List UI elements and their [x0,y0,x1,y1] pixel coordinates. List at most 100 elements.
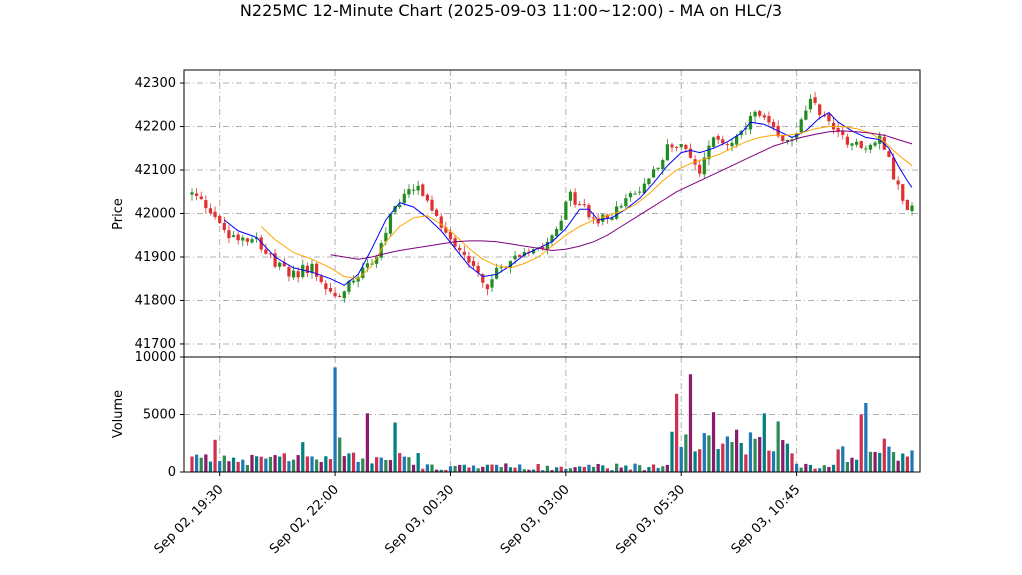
volume-bar [291,459,296,472]
volume-bar [421,468,425,472]
volume-bar [628,469,633,472]
volume-bar [278,456,282,472]
candle-body [213,211,217,218]
price-tick-label: 41900 [135,250,176,265]
volume-bar [665,464,669,472]
volume-bar [324,456,328,472]
candle-body [416,185,420,191]
volume-bar [596,463,600,472]
candle-body [781,135,785,141]
volume-bar [555,467,559,472]
volume-bar [582,466,586,472]
volume-bar [545,465,549,472]
volume-bar [679,446,683,472]
candle-body [204,200,208,209]
candle-body [264,249,268,254]
volume-bar [813,468,817,472]
volume-bar [827,466,831,472]
moving-average-line [223,111,913,286]
candle-body [596,218,600,224]
volume-bar [342,456,346,472]
candle-body [896,180,900,185]
candle-body [278,262,282,267]
x-axis: Sep 02, 19:30 Sep 02, 22:00 Sep 03, 00:30 S… [152,472,804,557]
candle-body [310,263,314,274]
candle-body [531,249,536,254]
volume-bar [485,464,489,472]
candle-body [656,167,660,169]
candle-body [222,222,226,231]
x-tick-label: Sep 03, 00:30 [382,482,457,557]
volume-bar [231,457,236,472]
candle-body [716,135,720,140]
x-tick-label: Sep 03, 03:00 [498,482,573,557]
volume-bar [661,466,665,472]
volume-bar [850,457,854,472]
price-tick-label: 41800 [135,293,176,308]
moving-average-line [330,130,913,260]
price-panel: 41700 41800 41900 42000 42100 42200 42300 Pric… [111,69,921,358]
volume-bar [218,461,222,472]
price-axis-label: Price [111,198,126,230]
volume-bar [615,463,619,472]
volume-bar [693,451,697,472]
candle-body [707,145,711,160]
volume-bar [601,465,605,472]
candle-body [568,191,573,201]
candle-body [850,143,854,146]
candle-body [628,193,633,198]
volume-bar [495,464,499,472]
volume-bar [647,467,651,472]
candle-body [347,280,351,292]
volume-bar [379,457,383,472]
volume-bar [513,467,517,472]
volume-bar [375,457,379,472]
volume-bar [725,436,729,472]
candle-body [481,274,485,283]
candle-body [758,111,762,116]
candle-body [268,253,273,255]
volume-bar [859,414,863,472]
candle-body [818,104,822,115]
candle-body [388,213,393,234]
volume-bar [744,454,748,472]
volume-bar [458,464,462,472]
candle-body [638,191,642,193]
candle-body [582,204,586,206]
candle-body [845,136,849,145]
candle-body [651,169,656,178]
candle-body [688,148,693,158]
candle-body [444,227,448,233]
price-tick-label: 42100 [135,163,176,178]
volume-bar [758,437,762,472]
volume-bar [245,465,249,472]
volume-bar [619,467,623,472]
volume-bar [508,467,513,472]
volume-bar [462,464,466,472]
candle-body [342,291,346,299]
volume-bar [227,461,231,472]
x-tick-label: Sep 02, 19:30 [152,482,227,557]
volume-bar [204,454,208,472]
candle-body [813,97,817,103]
candle-body [430,199,434,211]
x-tick-label: Sep 03, 05:30 [613,482,688,557]
volume-bar [273,455,277,472]
volume-bar [328,459,333,472]
volume-bar [642,470,646,472]
candle-body [771,121,776,128]
candle-body [490,279,494,288]
volume-bar [702,433,706,472]
volume-bars [190,367,914,472]
volume-panel: 0 5000 10000 Volume [111,350,921,480]
x-tick-label: Sep 03, 10:45 [729,482,804,557]
volume-bar [910,450,914,472]
candle-body [822,115,826,117]
candle-body [315,263,319,277]
candle-body [439,216,443,228]
volume-bar [435,469,439,472]
volume-bar [748,432,753,472]
candle-body [605,214,609,219]
volume-bar [878,452,882,472]
